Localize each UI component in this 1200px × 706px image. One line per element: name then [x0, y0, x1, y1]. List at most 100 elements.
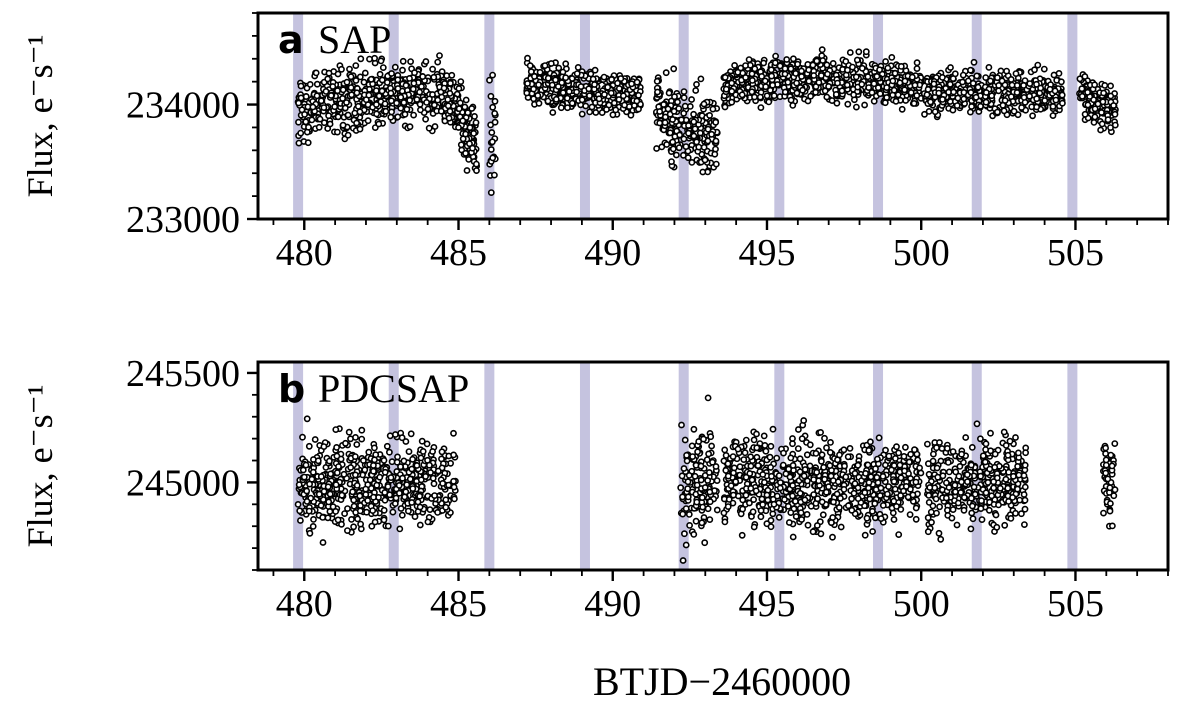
data-point [821, 475, 828, 483]
data-point [776, 62, 784, 70]
data-point [609, 111, 617, 119]
data-point [862, 48, 870, 56]
data-point [834, 79, 841, 87]
data-point [660, 101, 668, 108]
data-point [684, 493, 692, 501]
data-point [409, 455, 416, 463]
data-point [416, 100, 424, 108]
data-point [309, 103, 317, 111]
x-tick-label: 490 [584, 232, 641, 274]
highlight-band [484, 362, 495, 570]
data-point [324, 483, 332, 491]
data-point [713, 506, 721, 514]
data-point [752, 487, 760, 495]
data-point [448, 71, 456, 79]
data-point [853, 56, 861, 64]
data-point [402, 82, 410, 89]
data-point [885, 452, 893, 460]
data-point [863, 514, 871, 522]
data-point [678, 472, 686, 480]
data-point [347, 84, 355, 91]
data-point [302, 118, 310, 126]
y-axis-label: Flux, e⁻s⁻¹ [20, 385, 60, 548]
data-point [332, 507, 340, 515]
data-point [809, 61, 817, 69]
data-point [403, 105, 411, 113]
data-point [823, 444, 830, 452]
data-point [678, 421, 685, 429]
data-point [868, 89, 876, 96]
data-point [861, 101, 868, 109]
data-point [748, 88, 756, 96]
data-point [1018, 104, 1025, 111]
data-point [712, 145, 719, 153]
highlight-band [774, 13, 785, 219]
data-point [303, 487, 311, 495]
data-point [404, 507, 412, 515]
data-point [1106, 484, 1114, 492]
data-point [892, 454, 899, 462]
data-point [416, 106, 424, 114]
data-point [706, 516, 714, 523]
data-point [406, 475, 414, 483]
data-point [709, 105, 717, 113]
data-point [1020, 94, 1028, 101]
x-tick-label: 495 [738, 583, 795, 625]
data-point [296, 517, 304, 524]
data-point [870, 80, 878, 88]
data-point [708, 442, 715, 450]
data-point [562, 74, 570, 82]
data-point [372, 87, 380, 95]
data-point [373, 481, 381, 489]
data-point [332, 481, 340, 489]
data-point [1109, 522, 1116, 530]
data-point [967, 108, 974, 116]
data-point [1029, 112, 1036, 120]
highlight-band [484, 13, 495, 219]
data-point [386, 432, 394, 440]
data-point [884, 64, 892, 72]
data-point [416, 521, 424, 529]
data-point [301, 111, 308, 118]
data-point [309, 523, 317, 530]
data-point [489, 71, 496, 79]
data-point [491, 97, 499, 105]
data-point [843, 81, 851, 89]
data-point [356, 507, 364, 515]
data-point [703, 456, 711, 464]
x-tick-label: 485 [430, 583, 487, 625]
data-point [1084, 101, 1092, 109]
data-point [804, 97, 812, 105]
data-point [437, 107, 445, 115]
data-point [991, 450, 999, 458]
data-point [1000, 107, 1008, 115]
data-point [793, 89, 801, 97]
data-point [813, 57, 821, 65]
data-point [836, 451, 843, 459]
data-point [895, 449, 902, 457]
data-point [371, 518, 379, 526]
x-tick-label: 490 [584, 583, 641, 625]
data-point [682, 505, 690, 512]
panel-letter: a [278, 18, 304, 62]
data-point [1021, 461, 1029, 469]
data-point [455, 124, 462, 131]
data-point [333, 128, 341, 136]
data-point [462, 149, 469, 157]
data-point [900, 487, 907, 495]
data-point [695, 143, 703, 151]
data-point [315, 123, 323, 131]
data-point [730, 469, 737, 477]
data-point [907, 89, 915, 96]
data-point [370, 467, 377, 475]
data-point [661, 119, 669, 126]
data-point [761, 478, 768, 486]
data-point [379, 64, 387, 71]
data-point [595, 95, 603, 103]
data-point [620, 92, 627, 100]
data-point [633, 97, 641, 105]
data-point [614, 79, 621, 87]
data-point [353, 89, 361, 97]
data-point [806, 441, 814, 449]
